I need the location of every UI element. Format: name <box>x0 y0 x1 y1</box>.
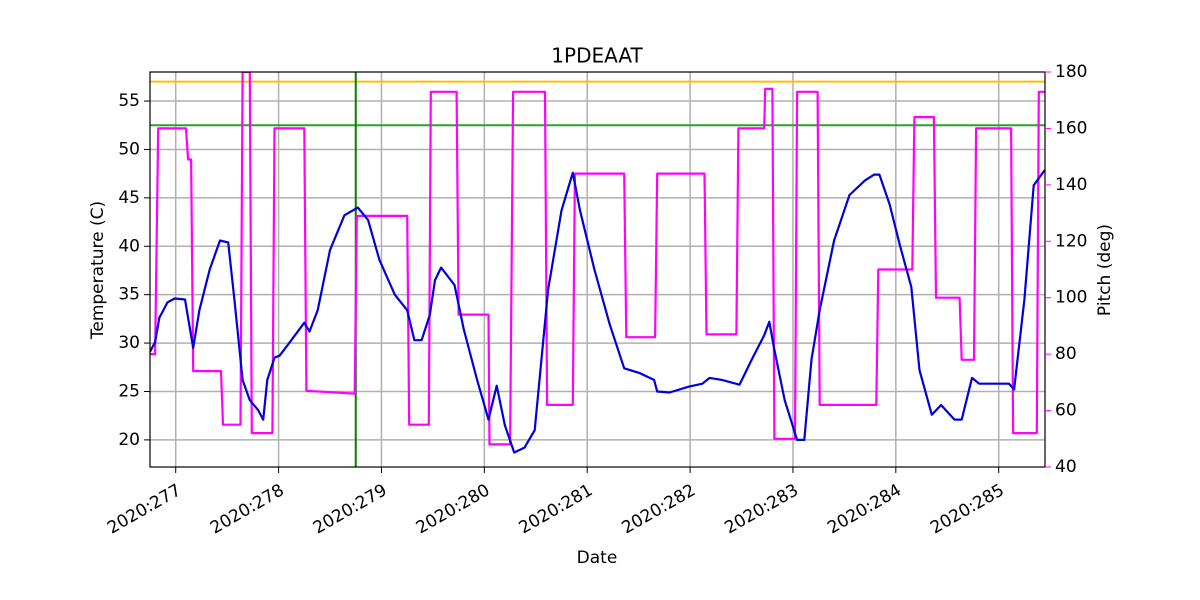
y-tick-label: 30 <box>118 333 140 353</box>
y2-tick-label: 160 <box>1055 118 1087 138</box>
plot-area <box>150 72 1045 467</box>
y2-tick-label: 60 <box>1055 401 1077 421</box>
y2-tick-label: 140 <box>1055 175 1087 195</box>
y-tick-label: 50 <box>118 139 140 159</box>
y2-tick-label: 40 <box>1055 457 1077 477</box>
y2-axis-label: Pitch (deg) <box>1095 224 1115 316</box>
axes-frame <box>149 71 1046 468</box>
data-line <box>150 72 1045 446</box>
y2-tick-label: 100 <box>1055 288 1087 308</box>
x-axis-label: Date <box>577 548 618 568</box>
y2-tick-label: 180 <box>1055 62 1087 82</box>
y-tick-label: 25 <box>118 381 140 401</box>
y-tick-label: 35 <box>118 285 140 305</box>
grid <box>150 72 1045 467</box>
data-line <box>150 169 1045 454</box>
y-axis-label: Temperature (C) <box>88 201 108 340</box>
y-tick-label: 45 <box>118 188 140 208</box>
y-tick-label: 40 <box>118 236 140 256</box>
y-tick-label: 20 <box>118 430 140 450</box>
y2-tick-label: 120 <box>1055 231 1087 251</box>
y2-tick-label: 80 <box>1055 344 1077 364</box>
chart-title: 1PDEAAT <box>551 44 643 68</box>
y-tick-label: 55 <box>118 91 140 111</box>
